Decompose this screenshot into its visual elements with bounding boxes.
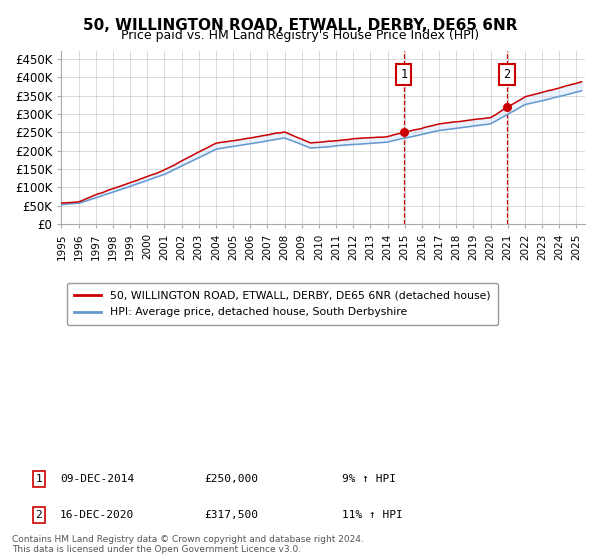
Text: 2: 2 xyxy=(503,68,511,81)
Text: 11% ↑ HPI: 11% ↑ HPI xyxy=(342,510,403,520)
Text: 9% ↑ HPI: 9% ↑ HPI xyxy=(342,474,396,484)
Text: Price paid vs. HM Land Registry's House Price Index (HPI): Price paid vs. HM Land Registry's House … xyxy=(121,29,479,42)
Text: 09-DEC-2014: 09-DEC-2014 xyxy=(60,474,134,484)
Text: 16-DEC-2020: 16-DEC-2020 xyxy=(60,510,134,520)
Text: 1: 1 xyxy=(35,474,43,484)
Text: 50, WILLINGTON ROAD, ETWALL, DERBY, DE65 6NR: 50, WILLINGTON ROAD, ETWALL, DERBY, DE65… xyxy=(83,18,517,33)
Text: Contains HM Land Registry data © Crown copyright and database right 2024.
This d: Contains HM Land Registry data © Crown c… xyxy=(12,535,364,554)
Text: 1: 1 xyxy=(400,68,407,81)
Text: £317,500: £317,500 xyxy=(204,510,258,520)
Text: 2: 2 xyxy=(35,510,43,520)
Legend: 50, WILLINGTON ROAD, ETWALL, DERBY, DE65 6NR (detached house), HPI: Average pric: 50, WILLINGTON ROAD, ETWALL, DERBY, DE65… xyxy=(67,283,499,325)
Text: £250,000: £250,000 xyxy=(204,474,258,484)
